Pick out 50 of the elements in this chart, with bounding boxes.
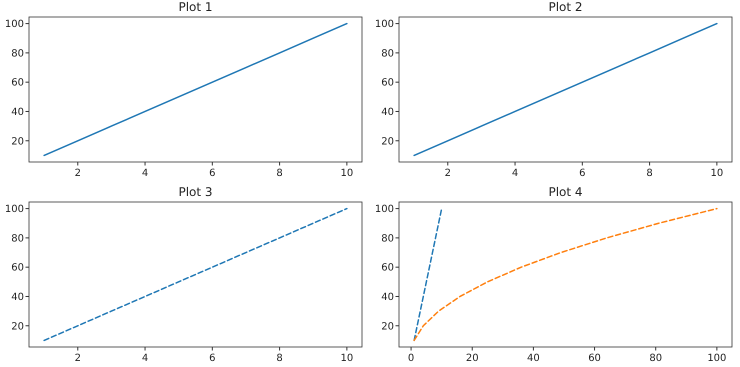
y-tick-label: 100 bbox=[374, 204, 394, 216]
x-tick-label: 80 bbox=[649, 353, 662, 364]
y-tick-label: 20 bbox=[11, 321, 24, 332]
y-tick-label: 20 bbox=[11, 136, 24, 148]
x-tick-label: 10 bbox=[340, 168, 354, 179]
x-tick-label: 0 bbox=[408, 353, 414, 364]
x-tick-label: 4 bbox=[142, 168, 148, 179]
y-tick-label: 60 bbox=[381, 78, 394, 89]
y-tick-label: 100 bbox=[4, 204, 24, 216]
y-tick-label: 60 bbox=[381, 262, 394, 274]
y-tick-label: 40 bbox=[381, 292, 394, 303]
x-tick-label: 2 bbox=[74, 168, 81, 179]
y-tick-label: 20 bbox=[381, 136, 394, 148]
x-tick-label: 6 bbox=[579, 168, 586, 179]
x-tick-label: 8 bbox=[276, 353, 283, 364]
y-tick-label: 100 bbox=[374, 19, 394, 30]
x-tick-label: 2 bbox=[74, 353, 81, 364]
line-series bbox=[43, 208, 348, 342]
chart-title: Plot 4 bbox=[548, 185, 583, 199]
x-tick-label: 8 bbox=[646, 168, 653, 179]
y-tick-label: 40 bbox=[381, 106, 394, 118]
x-tick-label: 4 bbox=[142, 353, 148, 364]
chart-title: Plot 1 bbox=[178, 0, 213, 14]
y-tick-label: 80 bbox=[381, 233, 394, 244]
x-tick-label: 6 bbox=[209, 353, 216, 364]
x-tick-label: 10 bbox=[710, 168, 724, 179]
x-tick-label: 2 bbox=[444, 168, 451, 179]
y-tick-label: 80 bbox=[11, 233, 24, 244]
y-tick-label: 60 bbox=[11, 78, 24, 89]
y-tick-label: 20 bbox=[381, 321, 394, 332]
chart-title: Plot 2 bbox=[548, 0, 583, 14]
x-tick-label: 20 bbox=[466, 353, 479, 364]
line-series bbox=[413, 208, 442, 342]
y-tick-label: 40 bbox=[11, 106, 24, 118]
x-tick-label: 6 bbox=[209, 168, 216, 179]
y-tick-label: 80 bbox=[381, 48, 394, 60]
chart-title: Plot 3 bbox=[178, 185, 213, 199]
x-tick-label: 8 bbox=[276, 168, 283, 179]
line-series bbox=[43, 22, 348, 156]
x-tick-label: 40 bbox=[527, 353, 540, 364]
y-tick-label: 80 bbox=[11, 48, 24, 60]
x-tick-label: 100 bbox=[707, 353, 726, 364]
y-tick-label: 100 bbox=[4, 19, 24, 30]
x-tick-label: 60 bbox=[588, 353, 601, 364]
y-tick-label: 40 bbox=[11, 292, 24, 303]
line-series bbox=[413, 22, 718, 156]
line-series bbox=[413, 208, 718, 342]
y-tick-label: 60 bbox=[11, 262, 24, 274]
x-tick-label: 4 bbox=[512, 168, 518, 179]
x-tick-label: 10 bbox=[340, 353, 354, 364]
